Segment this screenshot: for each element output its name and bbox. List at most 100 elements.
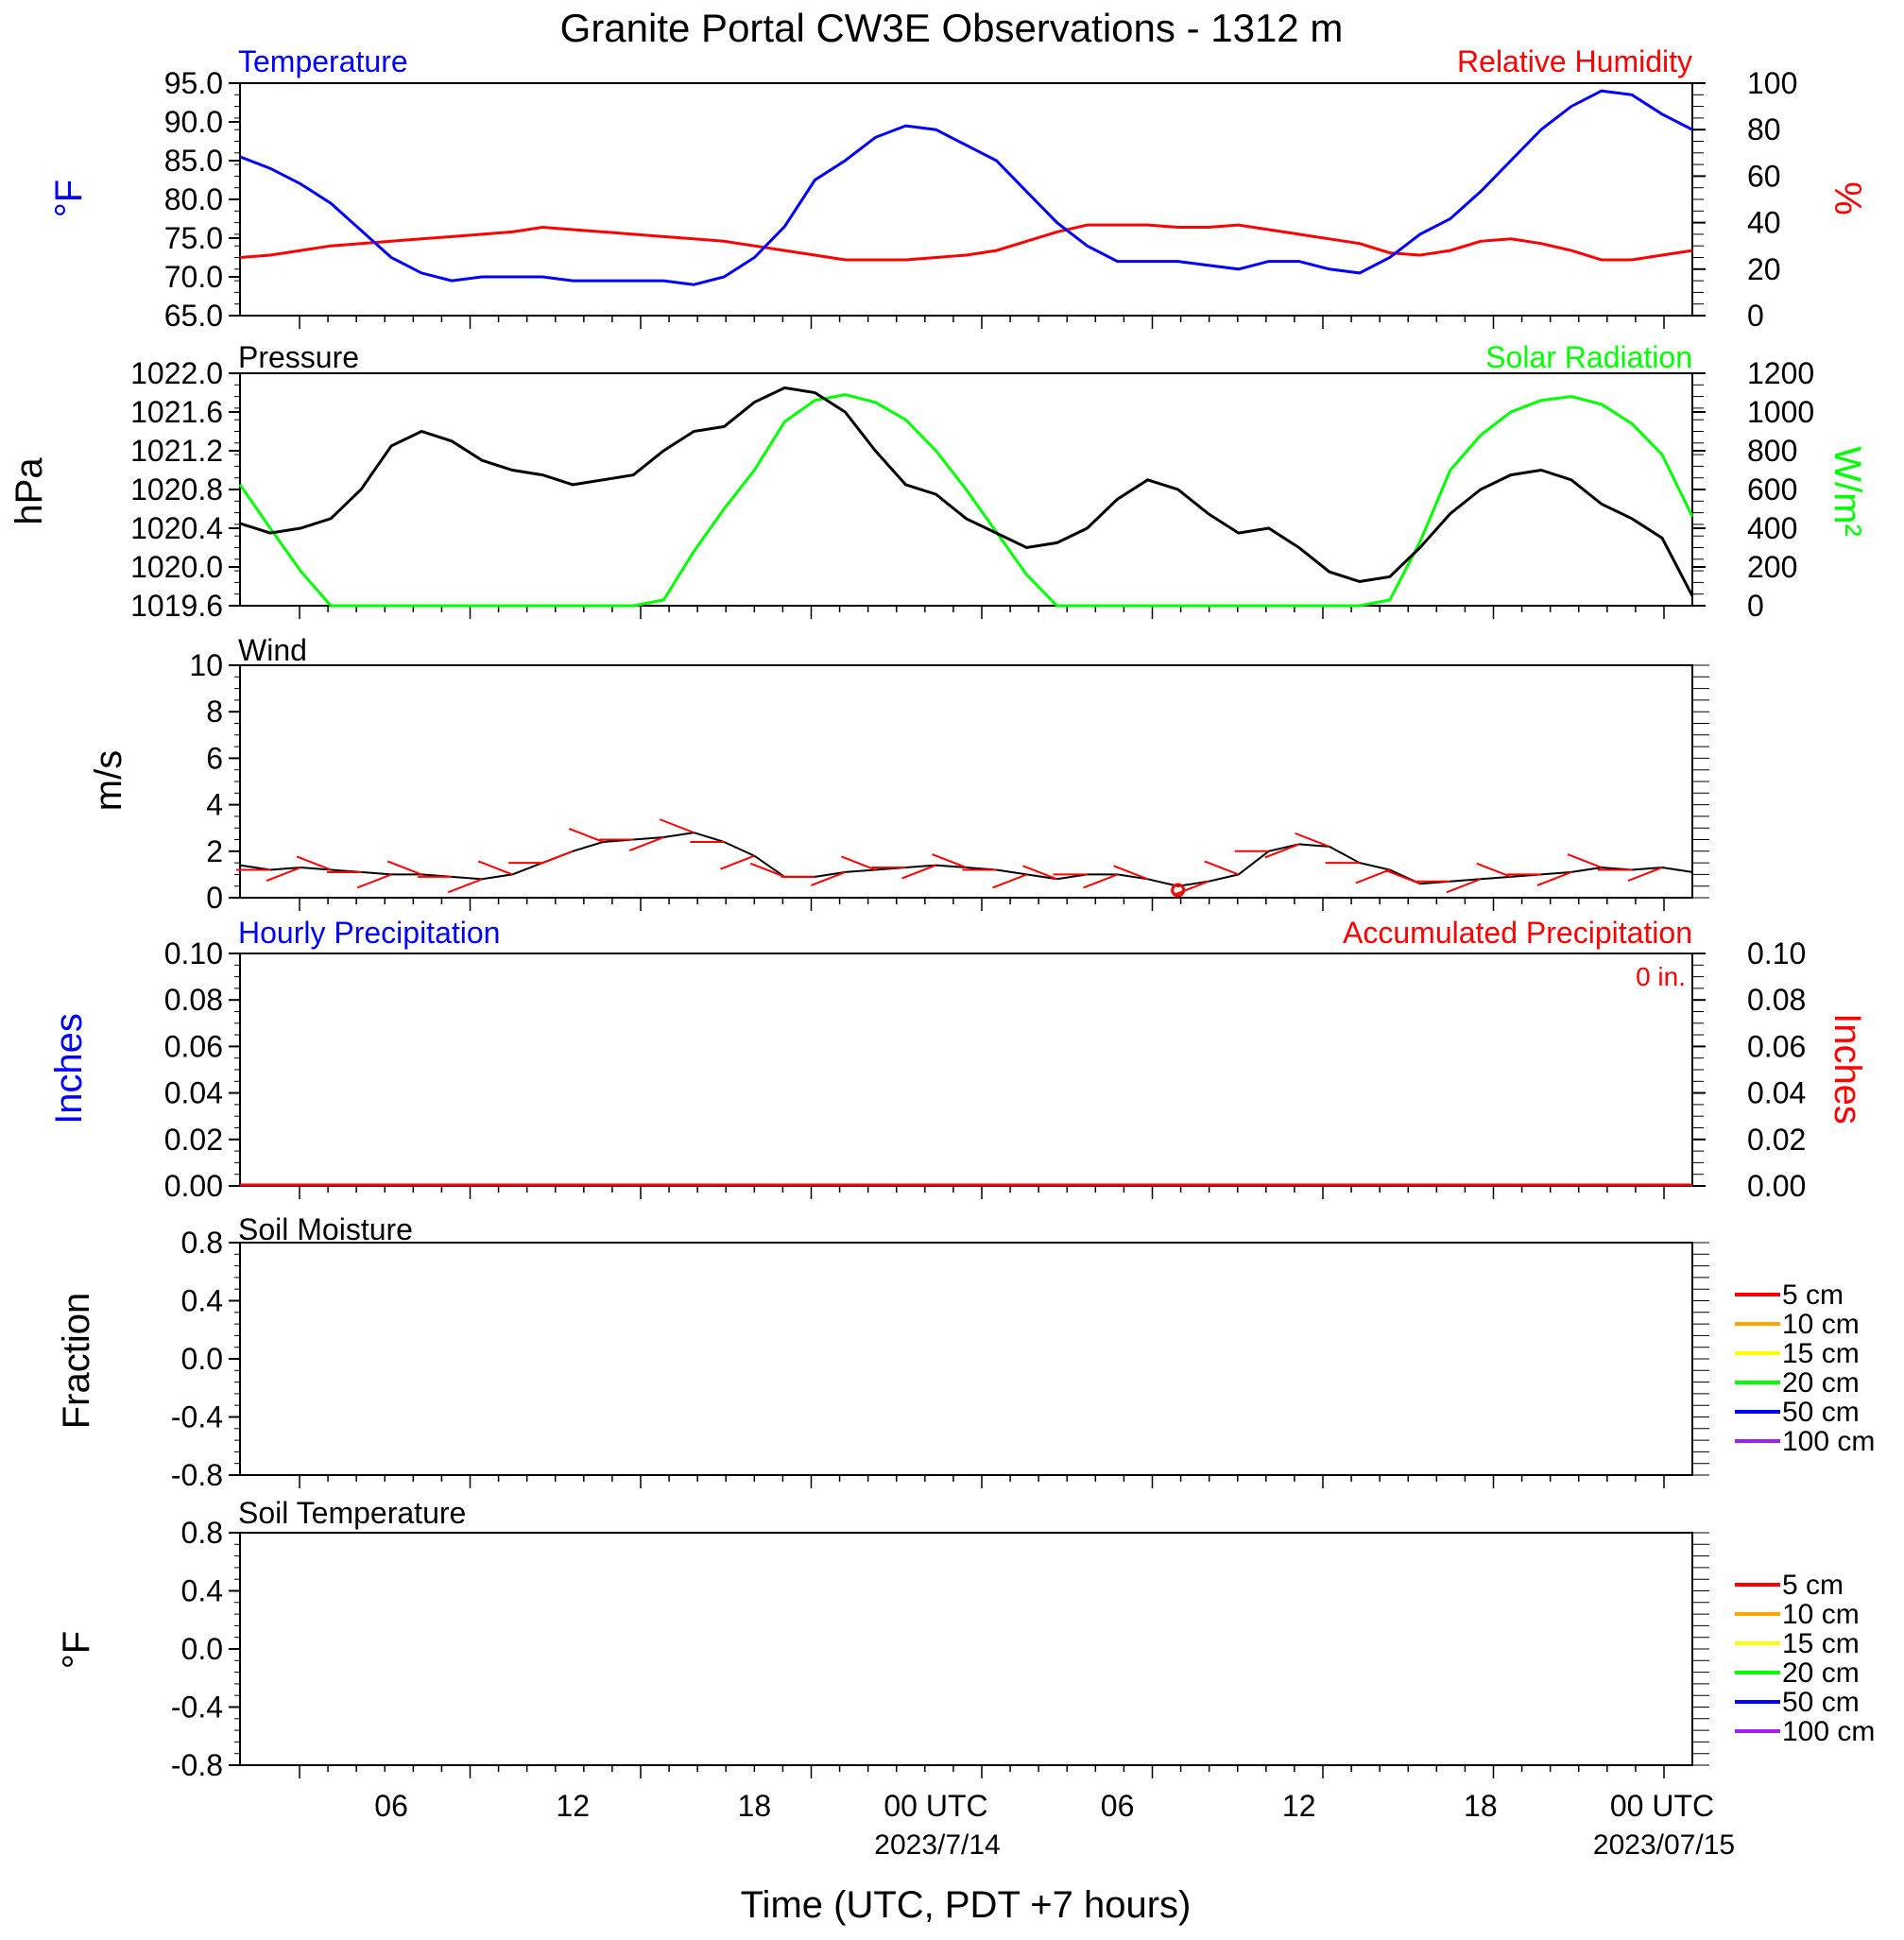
plot-frame-soil-temperature [239, 1532, 1693, 1766]
legend-label: 50 cm [1782, 1397, 1860, 1428]
wind-barb [266, 867, 301, 882]
ytick-label: 0.4 [181, 1574, 223, 1608]
wind-barb [1113, 865, 1148, 881]
ytick-label: 0.4 [181, 1284, 223, 1318]
x-tick-label: 06 [374, 1789, 408, 1823]
ytick-label: 0.0 [181, 1632, 223, 1666]
ytick-label: 0.8 [181, 1516, 223, 1550]
ticks-frame-3 [234, 953, 1704, 1199]
ylabel-humidity: % [1827, 181, 1868, 215]
ytick-label: 4 [206, 788, 223, 822]
ytick-label: 0.00 [164, 1169, 223, 1203]
x-tick-label: 00 UTC [883, 1789, 987, 1823]
ticks-frame-0 [234, 82, 1704, 329]
ylabel-solar: W/m² [1827, 446, 1868, 537]
wind-barb [1627, 867, 1663, 882]
series-wind-speed [239, 832, 1693, 887]
ytick-label: 1021.2 [130, 434, 223, 468]
legend-label: 100 cm [1782, 1716, 1875, 1747]
ytick-label-right: 0 [1747, 589, 1764, 623]
ytick-label-right: 1000 [1747, 395, 1814, 429]
ytick-label-right: 80 [1747, 112, 1781, 146]
wind-barb [750, 862, 785, 878]
ytick-label: 0.04 [164, 1076, 223, 1110]
title-wind: Wind [238, 633, 307, 667]
ytick-label: -0.8 [171, 1458, 223, 1492]
ytick-label: 0.0 [181, 1342, 223, 1376]
ylabel-accumulated-precip: Inches [1827, 1013, 1868, 1125]
wind-barb [296, 855, 332, 871]
title-hourly-precipitation: Hourly Precipitation [238, 916, 500, 950]
ytick-label-right: 0.04 [1747, 1076, 1806, 1110]
legend-label: 20 cm [1782, 1367, 1860, 1399]
series-pressure [239, 386, 1694, 597]
x-tick-label: 00 UTC [1610, 1789, 1714, 1823]
wind-barb [811, 871, 846, 886]
ytick-label: 95.0 [164, 66, 223, 100]
wind-barb [1385, 869, 1421, 885]
ticks-frame-2 [234, 664, 1709, 911]
yticks-wind: 10 8 6 4 2 0 [189, 648, 240, 915]
ytick-label: 1020.4 [130, 511, 223, 545]
title-solar-radiation: Solar Radiation [1485, 340, 1692, 374]
ytick-label: 0.06 [164, 1029, 223, 1063]
ytick-label-right: 1200 [1747, 356, 1814, 390]
ytick-label: 1020.8 [130, 472, 223, 506]
title-pressure: Pressure [238, 340, 359, 374]
ticks-frame-5 [234, 1532, 1709, 1778]
ytick-label: -0.8 [171, 1748, 223, 1782]
legend-label: 50 cm [1782, 1687, 1860, 1718]
ytick-label: 0.10 [164, 936, 223, 970]
legend-label: 5 cm [1782, 1570, 1844, 1601]
wind-barb [538, 850, 574, 866]
plot-frame-precipitation [239, 953, 1693, 1187]
wind-barb [1083, 873, 1118, 889]
ytick-label: 80.0 [164, 182, 223, 216]
series-relative-humidity [239, 223, 1693, 262]
wind-barb [477, 860, 513, 876]
ytick-label: 1021.6 [130, 395, 223, 429]
wind-barb [1476, 862, 1512, 878]
ytick-label: 10 [189, 648, 223, 682]
ytick-label-right: 40 [1747, 206, 1781, 240]
title-soil-moisture: Soil Moisture [238, 1212, 413, 1246]
x-date-1: 2023/7/14 [874, 1829, 1000, 1861]
ytick-label-right: 400 [1747, 511, 1797, 545]
title-soil-temperature: Soil Temperature [238, 1496, 466, 1530]
ytick-label: 70.0 [164, 260, 223, 294]
ytick-label: -0.4 [171, 1691, 223, 1725]
title-accumulated-precipitation: Accumulated Precipitation [1343, 916, 1692, 950]
wind-barb [841, 855, 876, 871]
legend-label: 15 cm [1782, 1628, 1860, 1659]
wind-barbs [236, 818, 1663, 898]
ytick-label-right: 60 [1747, 159, 1781, 193]
ylabel-soil-temperature: °F [56, 1631, 97, 1669]
legend-label: 10 cm [1782, 1309, 1860, 1340]
ylabel-soil-moisture: Fraction [56, 1293, 97, 1430]
ytick-label: 6 [206, 741, 223, 775]
wind-barb [1567, 853, 1603, 868]
yticks-accum-precip: 0.10 0.08 0.06 0.04 0.02 0.00 [1692, 936, 1806, 1203]
ytick-label: 2 [206, 834, 223, 868]
ytick-label: 0.8 [181, 1226, 223, 1260]
yticks-soil-temperature: 0.8 0.4 0.0 -0.4 -0.8 [171, 1516, 240, 1782]
ytick-label: 65.0 [164, 299, 223, 333]
ytick-label: 0 [206, 881, 223, 915]
wind-barb [447, 878, 483, 894]
plot-frame-wind [239, 664, 1693, 899]
wind-barb [386, 860, 422, 876]
x-tick-label: 06 [1101, 1789, 1135, 1823]
legend-label: 5 cm [1782, 1279, 1844, 1311]
ytick-label: 1022.0 [130, 356, 223, 390]
panel-soil-moisture: Soil Moisture Fraction 0.8 0.4 0.0 -0.4 -0.8… [56, 1212, 1875, 1492]
ytick-label: 90.0 [164, 105, 223, 139]
wind-barb [719, 854, 755, 870]
panel-soil-temperature: Soil Temperature °F 0.8 0.4 0.0 -0.4 -0.8 5 … [56, 1496, 1875, 1782]
panel-precipitation: Hourly Precipitation Accumulated Precipi… [48, 916, 1868, 1203]
ytick-label-right: 0.08 [1747, 983, 1806, 1017]
wind-barb [1204, 860, 1240, 876]
wind-barb [1355, 868, 1391, 884]
